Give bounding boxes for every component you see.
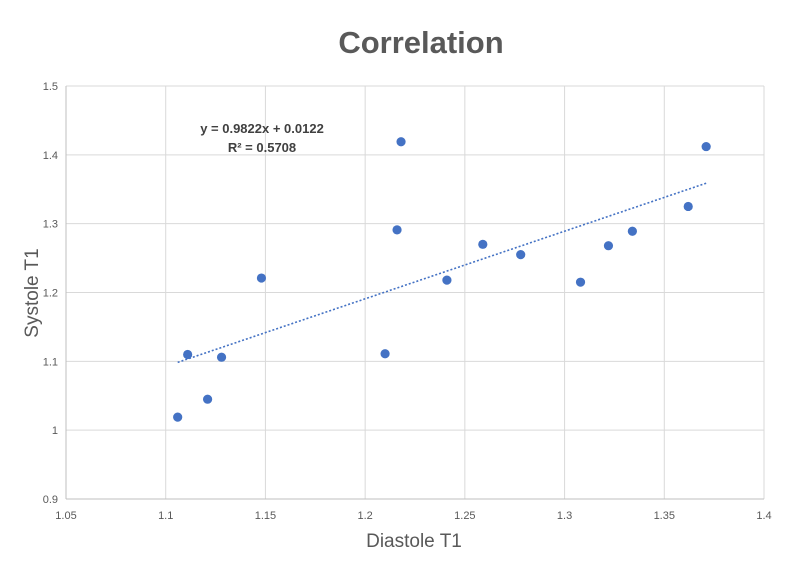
y-tick-label: 1.3: [43, 219, 58, 231]
x-tick-label: 1.1: [158, 510, 173, 522]
x-tick-label: 1.15: [255, 510, 276, 522]
x-axis-label: Diastole T1: [366, 531, 462, 552]
axes: [65, 86, 764, 500]
data-point: [478, 239, 488, 249]
y-tick-label: 1.5: [43, 81, 58, 93]
chart-title: Correlation: [338, 25, 503, 60]
tick-labels: 1.05 1.1 1.15 1.2 1.25 1.3 1.35 1.4 0.9 1 1.1 1.2 1.…: [43, 81, 772, 522]
data-point: [603, 241, 614, 251]
data-point: [627, 226, 637, 236]
data-point: [392, 225, 402, 235]
data-point: [396, 137, 406, 147]
data-point: [442, 275, 452, 285]
data-points: [173, 137, 711, 422]
x-tick-label: 1.05: [55, 510, 76, 522]
y-axis-label: Systole T1: [22, 248, 43, 337]
data-point: [683, 201, 693, 212]
trendline-group: [177, 182, 707, 364]
x-tick-label: 1.3: [557, 510, 572, 522]
data-point: [380, 349, 390, 359]
data-point: [575, 277, 586, 287]
x-tick-label: 1.2: [357, 510, 372, 522]
data-point: [183, 349, 193, 360]
y-tick-label: 1.2: [43, 288, 58, 300]
y-tick-label: 0.9: [43, 494, 58, 506]
y-tick-label: 1: [52, 425, 58, 437]
data-point: [216, 352, 227, 362]
x-tick-label: 1.4: [756, 510, 771, 522]
x-tick-label: 1.35: [654, 510, 675, 522]
trendline-r-squared: R² = 0.5708: [228, 140, 296, 155]
y-tick-label: 1.4: [43, 150, 58, 162]
data-point: [701, 141, 711, 152]
gridlines: [66, 85, 765, 499]
data-point: [173, 412, 183, 422]
data-point: [202, 394, 213, 404]
x-tick-label: 1.25: [454, 510, 475, 522]
data-point: [256, 273, 267, 283]
trendline-equation: y = 0.9822x + 0.0122: [200, 121, 324, 136]
linear-trendline: [177, 182, 707, 364]
y-tick-label: 1.1: [43, 356, 58, 368]
data-point: [516, 250, 526, 260]
